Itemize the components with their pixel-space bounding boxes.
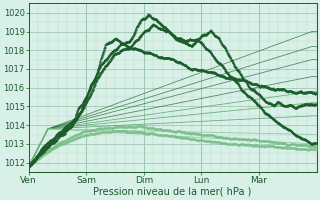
X-axis label: Pression niveau de la mer( hPa ): Pression niveau de la mer( hPa ) xyxy=(93,187,252,197)
